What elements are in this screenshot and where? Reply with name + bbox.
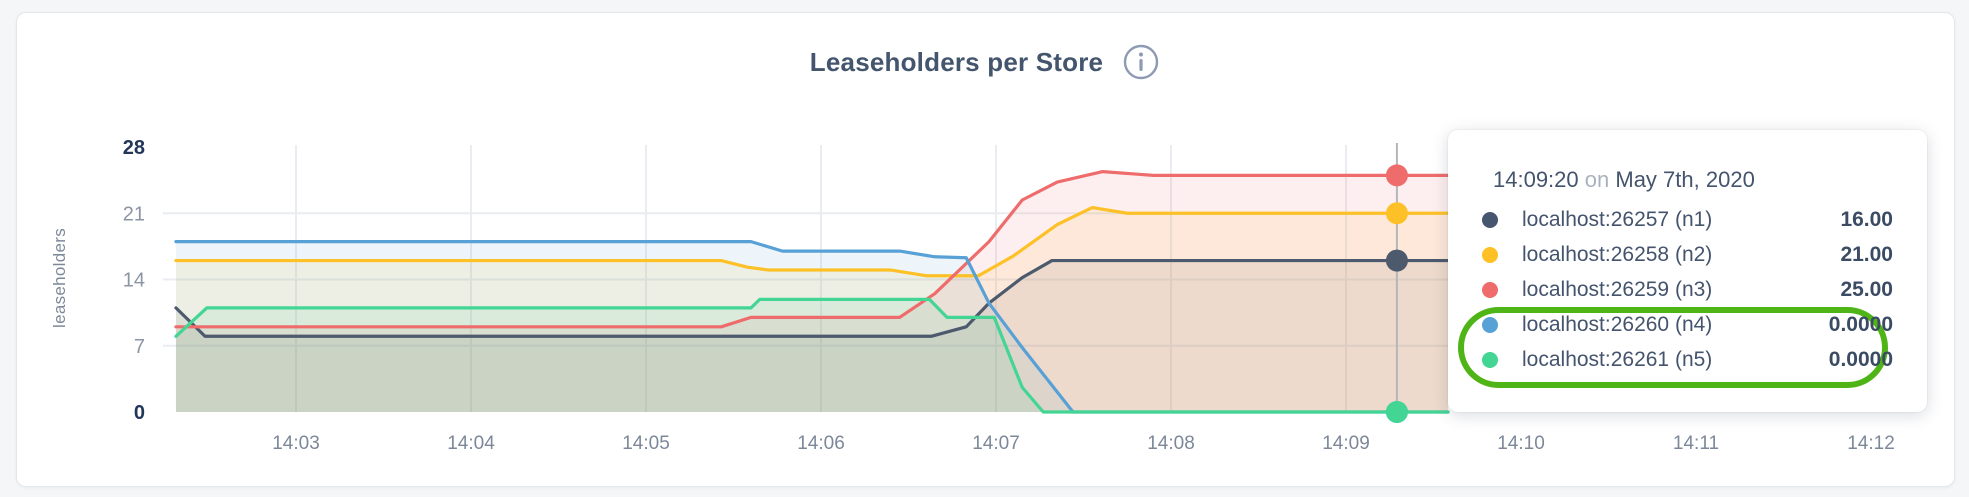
series-dot-n3 xyxy=(1482,281,1498,298)
x-tick-label: 14:03 xyxy=(272,433,320,454)
x-tick-label: 14:08 xyxy=(1147,433,1195,454)
series-dot-n5 xyxy=(1482,351,1498,368)
tooltip-on-word: on xyxy=(1584,167,1610,192)
tooltip-row-n5: localhost:26261 (n5) 0.0000 xyxy=(1482,342,1893,377)
line-n3 xyxy=(174,170,1450,329)
tooltip-date: May 7th, 2020 xyxy=(1615,167,1755,192)
tooltip-row-n1: localhost:26257 (n1) 16.00 xyxy=(1482,202,1893,237)
tooltip-row-n4: localhost:26260 (n4) 0.0000 xyxy=(1482,307,1893,342)
y-tick-label: 21 xyxy=(123,203,145,225)
series-dot-n1 xyxy=(1482,211,1498,228)
y-axis-title: leaseholders xyxy=(50,228,69,328)
hover-dot-n5 xyxy=(1385,401,1408,423)
area-n3 xyxy=(175,171,1449,412)
series-value-n2: 21.00 xyxy=(1840,242,1893,266)
area-n4 xyxy=(175,241,1449,412)
series-dot-n2 xyxy=(1482,246,1498,263)
x-tick-label: 14:04 xyxy=(447,433,495,454)
series-label-n1: localhost:26257 (n1) xyxy=(1522,207,1713,231)
y-tick-label: 14 xyxy=(123,270,145,292)
hover-dot-n2 xyxy=(1385,202,1408,225)
x-tick-label: 14:05 xyxy=(622,433,670,454)
tooltip-row-n2: localhost:26258 (n2) 21.00 xyxy=(1482,237,1893,272)
y-tick-label: 7 xyxy=(134,336,145,358)
x-tick-label: 14:10 xyxy=(1497,433,1545,454)
area-n2 xyxy=(175,207,1449,412)
x-tick-label: 14:11 xyxy=(1673,433,1719,454)
series-label-n2: localhost:26258 (n2) xyxy=(1522,242,1713,266)
series-value-n1: 16.00 xyxy=(1840,207,1893,231)
tooltip-time: 14:09:20 xyxy=(1493,167,1579,192)
hover-dot-n1 xyxy=(1385,249,1408,272)
series-value-n4: 0.0000 xyxy=(1828,312,1893,336)
y-tick-label: 28 xyxy=(123,137,145,159)
series-label-n3: localhost:26259 (n3) xyxy=(1522,277,1713,301)
x-tick-label: 14:07 xyxy=(972,433,1020,454)
hover-dot-n3 xyxy=(1385,164,1408,187)
series-dot-n4 xyxy=(1482,316,1498,333)
series-value-n3: 25.00 xyxy=(1840,277,1893,301)
x-tick-label: 14:06 xyxy=(797,433,845,454)
tooltip-timestamp: 14:09:20 on May 7th, 2020 xyxy=(1482,166,1893,194)
y-tick-label: 0 xyxy=(134,402,145,424)
line-n5 xyxy=(174,297,1450,414)
x-tick-label: 14:12 xyxy=(1847,433,1895,454)
x-tick-label: 14:09 xyxy=(1322,433,1370,454)
chart-tooltip: 14:09:20 on May 7th, 2020 localhost:2625… xyxy=(1448,130,1927,412)
line-n1 xyxy=(174,258,1450,338)
series-value-n5: 0.0000 xyxy=(1828,347,1893,371)
line-n4 xyxy=(174,240,1450,414)
series-label-n5: localhost:26261 (n5) xyxy=(1522,347,1713,371)
tooltip-row-n3: localhost:26259 (n3) 25.00 xyxy=(1482,272,1893,307)
series-label-n4: localhost:26260 (n4) xyxy=(1522,312,1713,336)
info-icon[interactable] xyxy=(1123,44,1159,80)
